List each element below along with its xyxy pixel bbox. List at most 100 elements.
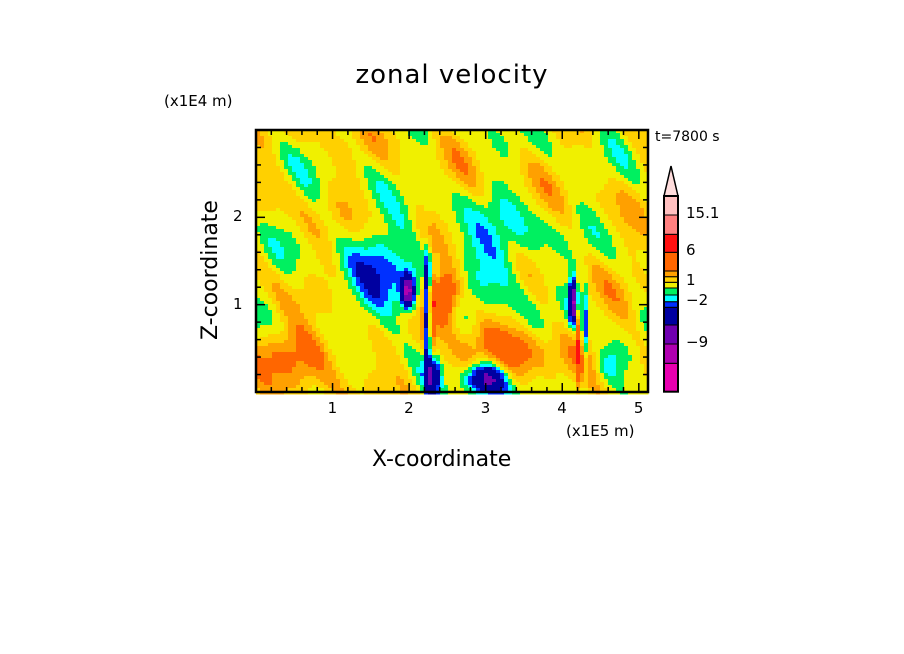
field-cell: [384, 178, 389, 182]
field-cell: [572, 280, 577, 284]
field-cell: [624, 154, 629, 158]
field-cell: [272, 220, 277, 224]
field-cell: [428, 133, 433, 137]
field-cell: [632, 196, 637, 200]
field-cell: [404, 196, 409, 200]
field-cell: [520, 220, 525, 224]
field-cell: [504, 169, 509, 173]
field-cell: [468, 142, 473, 146]
field-cell: [256, 241, 261, 245]
field-cell: [616, 136, 621, 140]
field-cell: [428, 169, 433, 173]
field-cell: [272, 190, 277, 194]
field-cell: [644, 214, 649, 218]
field-cell: [412, 223, 417, 227]
field-cell: [480, 232, 485, 236]
field-cell: [312, 238, 317, 242]
field-cell: [268, 142, 273, 146]
field-cell: [468, 145, 473, 149]
field-cell: [360, 157, 365, 161]
field-cell: [312, 181, 317, 185]
field-cell: [280, 130, 285, 134]
field-cell: [276, 133, 281, 137]
field-cell: [292, 235, 297, 239]
field-cell: [552, 271, 557, 275]
field-cell: [284, 175, 289, 179]
field-cell: [424, 235, 429, 239]
field-cell: [416, 238, 421, 242]
field-cell: [312, 136, 317, 140]
field-cell: [444, 229, 449, 233]
field-cell: [284, 193, 289, 197]
field-cell: [380, 184, 385, 188]
field-cell: [428, 139, 433, 143]
field-cell: [612, 277, 617, 281]
field-cell: [476, 265, 481, 269]
field-cell: [416, 241, 421, 245]
field-cell: [276, 280, 281, 284]
field-cell: [480, 157, 485, 161]
field-cell: [576, 241, 581, 245]
field-cell: [536, 139, 541, 143]
field-cell: [396, 277, 401, 281]
field-cell: [484, 211, 489, 215]
field-cell: [292, 193, 297, 197]
field-cell: [372, 265, 377, 269]
field-cell: [320, 280, 325, 284]
field-cell: [404, 199, 409, 203]
field-cell: [292, 133, 297, 137]
field-cell: [356, 232, 361, 236]
field-cell: [308, 190, 313, 194]
field-cell: [396, 241, 401, 245]
field-cell: [468, 178, 473, 182]
field-cell: [500, 193, 505, 197]
field-cell: [468, 139, 473, 143]
field-cell: [380, 271, 385, 275]
field-cell: [440, 205, 445, 209]
field-cell: [264, 199, 269, 203]
field-cell: [588, 205, 593, 209]
field-cell: [284, 202, 289, 206]
field-cell: [512, 169, 517, 173]
field-cell: [400, 148, 405, 152]
field-cell: [308, 163, 313, 167]
field-cell: [596, 130, 601, 134]
field-cell: [352, 148, 357, 152]
field-cell: [396, 256, 401, 260]
field-cell: [608, 244, 613, 248]
field-cell: [288, 250, 293, 254]
field-cell: [276, 241, 281, 245]
field-cell: [608, 229, 613, 233]
field-cell: [440, 130, 445, 134]
field-cell: [620, 250, 625, 254]
field-cell: [516, 244, 521, 248]
field-cell: [396, 226, 401, 230]
field-cell: [528, 199, 533, 203]
field-cell: [328, 220, 333, 224]
field-cell: [644, 217, 649, 221]
field-cell: [532, 175, 537, 179]
field-cell: [624, 232, 629, 236]
field-cell: [364, 280, 369, 284]
field-cell: [456, 136, 461, 140]
field-cell: [268, 190, 273, 194]
field-cell: [260, 217, 265, 221]
field-cell: [404, 268, 409, 272]
field-cell: [516, 208, 521, 212]
field-cell: [552, 244, 557, 248]
field-cell: [504, 247, 509, 251]
field-cell: [316, 184, 321, 188]
field-cell: [412, 136, 417, 140]
field-cell: [628, 232, 633, 236]
field-cell: [380, 154, 385, 158]
field-cell: [272, 172, 277, 176]
field-cell: [296, 226, 301, 230]
field-cell: [488, 175, 493, 179]
field-cell: [628, 277, 633, 281]
field-cell: [368, 229, 373, 233]
field-cell: [384, 232, 389, 236]
field-cell: [644, 232, 649, 236]
field-cell: [540, 175, 545, 179]
field-cell: [320, 157, 325, 161]
field-cell: [348, 277, 353, 281]
